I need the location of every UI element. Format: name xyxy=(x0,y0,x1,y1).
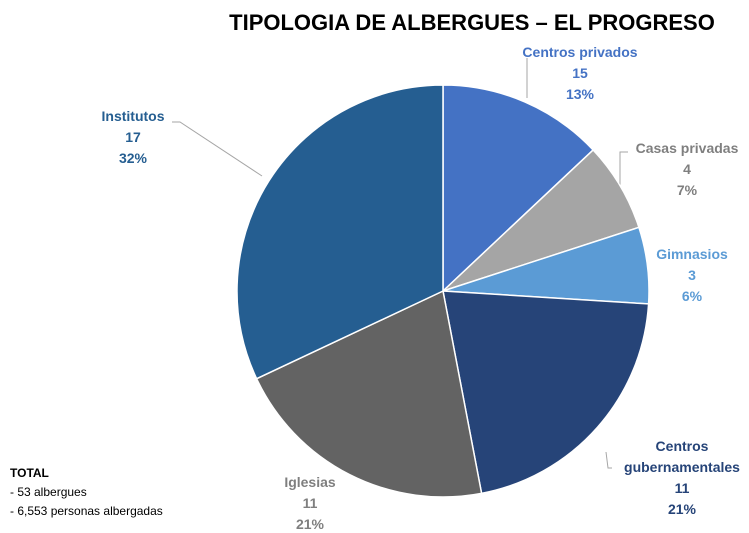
count-label: 11 xyxy=(302,495,318,511)
chart-title: TIPOLOGIA DE ALBERGUES – EL PROGRESO xyxy=(229,10,715,35)
percent-label: 21% xyxy=(667,501,697,517)
data-label: Centros privados 15 13% xyxy=(495,42,665,105)
percent-label: 7% xyxy=(676,182,698,198)
count-label: 15 xyxy=(572,65,588,81)
category-name: Centros privados xyxy=(522,44,638,60)
count-label: 11 xyxy=(674,480,690,496)
leader-lines xyxy=(172,58,628,469)
leader-line xyxy=(172,121,263,177)
data-label: Casas privadas 4 7% xyxy=(622,138,749,201)
percent-label: 6% xyxy=(681,288,703,304)
count-label: 3 xyxy=(688,267,696,283)
data-label: Centros gubernamentales 11 21% xyxy=(612,436,749,520)
leader-line xyxy=(619,151,628,190)
category-name: Iglesias xyxy=(284,474,336,490)
percent-label: 21% xyxy=(295,516,325,532)
category-name: Centros gubernamentales xyxy=(624,438,740,475)
note: TOTAL xyxy=(10,466,49,480)
data-label: Iglesias 11 21% xyxy=(260,472,360,533)
pie-slice xyxy=(236,84,444,380)
pie-slice xyxy=(442,290,650,495)
pie-slice xyxy=(255,289,483,498)
category-name: Gimnasios xyxy=(656,246,728,262)
leader-line xyxy=(605,451,612,469)
pie-slice xyxy=(442,84,595,293)
category-name: Casas privadas xyxy=(635,140,739,156)
category-name: Institutos xyxy=(101,108,165,124)
count-label: 4 xyxy=(683,161,691,177)
count-label: 17 xyxy=(125,129,141,145)
note: - 53 albergues xyxy=(10,485,87,499)
data-label: Gimnasios 3 6% xyxy=(637,244,747,307)
percent-label: 32% xyxy=(118,150,148,166)
slices xyxy=(236,84,650,498)
note: - 6,553 personas albergadas xyxy=(10,504,163,518)
data-label: Institutos 17 32% xyxy=(73,106,193,169)
percent-label: 13% xyxy=(565,86,595,102)
